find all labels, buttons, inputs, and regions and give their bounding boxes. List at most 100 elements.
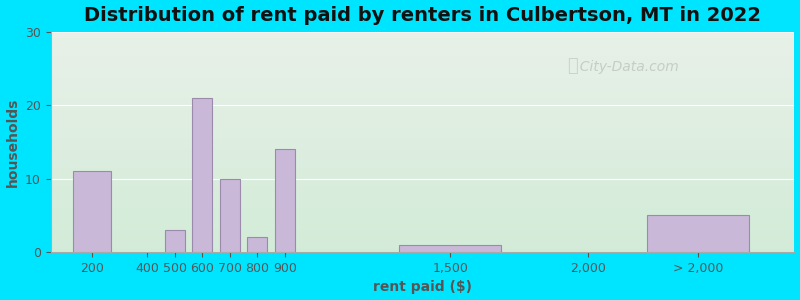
Bar [50,164,794,166]
Bar [50,58,794,60]
Bar [50,133,794,135]
Bar [50,199,794,202]
Bar [50,250,794,252]
Bar [50,193,794,195]
Bar [50,177,794,179]
Bar [50,140,794,142]
Bar [50,137,794,140]
Text: City-Data.com: City-Data.com [571,60,679,74]
Bar [50,71,794,74]
Bar [50,228,794,230]
Bar [50,40,794,43]
Bar [50,148,794,151]
Bar [50,175,794,177]
Bar [50,106,794,109]
Bar [50,184,794,186]
Bar [50,168,794,171]
Bar [50,113,794,116]
Bar [50,232,794,235]
Bar [50,122,794,124]
Bar [50,74,794,76]
Text: ⦿: ⦿ [568,57,578,75]
Bar [50,210,794,212]
Bar [50,230,794,232]
Bar [50,151,794,153]
Bar [50,171,794,173]
Bar [50,188,794,190]
Bar [50,195,794,197]
Bar [50,116,794,118]
Bar [50,80,794,83]
Bar [50,65,794,67]
Title: Distribution of rent paid by renters in Culbertson, MT in 2022: Distribution of rent paid by renters in … [84,6,761,25]
Bar [50,118,794,120]
Bar [50,102,794,104]
Bar [50,226,794,228]
Bar [50,243,794,246]
Bar [50,62,794,65]
Bar [50,166,794,168]
Bar [165,230,185,252]
Bar [50,186,794,188]
Bar [399,245,501,252]
Bar [50,239,794,241]
Bar [50,235,794,237]
Bar [50,45,794,47]
Bar [50,111,794,113]
Bar [50,67,794,69]
Bar [50,162,794,164]
Bar [50,190,794,193]
Bar [50,98,794,100]
Bar [50,158,794,160]
Bar [50,241,794,243]
Bar [50,219,794,221]
Y-axis label: households: households [6,97,19,187]
Bar [50,89,794,91]
Bar [50,36,794,38]
Bar [50,129,794,131]
Bar [73,171,111,252]
Bar [50,87,794,89]
Bar [50,104,794,106]
Bar [50,32,794,34]
Bar [50,182,794,184]
Bar [50,208,794,210]
Bar [50,34,794,36]
Bar [50,120,794,122]
Bar [50,82,794,85]
Bar [50,91,794,93]
Bar [50,76,794,78]
Bar [50,43,794,45]
Bar [50,38,794,40]
Bar [50,160,794,162]
Bar [274,149,295,252]
Bar [50,146,794,148]
Bar [50,237,794,239]
Bar [50,96,794,98]
Bar [50,248,794,250]
Bar [50,85,794,87]
Bar [50,49,794,52]
Bar [50,202,794,204]
Bar [192,98,212,252]
Bar [50,60,794,62]
Bar [50,127,794,129]
Bar [50,197,794,199]
Bar [50,109,794,111]
Bar [50,54,794,56]
Bar [50,246,794,248]
Bar [50,179,794,182]
Bar [50,69,794,71]
Bar [50,206,794,208]
Bar [50,173,794,175]
Bar [50,56,794,58]
Bar [50,144,794,146]
Bar [50,221,794,224]
Bar [50,153,794,155]
Bar [247,238,267,252]
Bar [50,135,794,137]
Bar [50,224,794,226]
Bar [50,93,794,96]
Bar [50,142,794,144]
Bar [50,47,794,49]
